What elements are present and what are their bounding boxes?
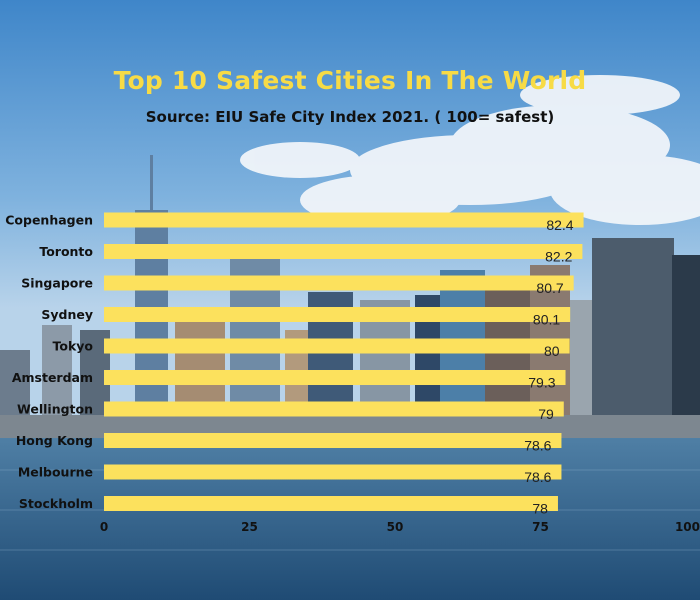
category-label: Singapore bbox=[21, 276, 93, 291]
bar-singapore bbox=[104, 275, 574, 291]
category-label: Wellington bbox=[17, 402, 93, 417]
chart-subtitle: Source: EIU Safe City Index 2021. ( 100=… bbox=[145, 108, 555, 126]
bar-wellington bbox=[104, 401, 564, 417]
bar-melbourne bbox=[104, 464, 562, 480]
x-tick-label: 0 bbox=[100, 520, 108, 534]
bar-amsterdam bbox=[104, 370, 566, 385]
category-label: Hong Kong bbox=[16, 433, 93, 448]
bar-sydney bbox=[104, 307, 571, 322]
x-tick-label: 50 bbox=[387, 520, 404, 534]
bar-tokyo bbox=[104, 338, 570, 354]
category-label: Tokyo bbox=[52, 339, 93, 354]
bar-hong-kong bbox=[104, 433, 562, 448]
bar-stockholm bbox=[104, 496, 558, 511]
x-tick-label: 100 bbox=[675, 520, 700, 534]
x-tick-label: 25 bbox=[241, 520, 258, 534]
bar-toronto bbox=[104, 244, 583, 259]
value-label: 82.2 bbox=[545, 249, 572, 265]
value-label: 82.4 bbox=[546, 217, 573, 233]
category-label: Sydney bbox=[41, 307, 93, 322]
value-label: 79.3 bbox=[528, 375, 555, 391]
value-label: 79 bbox=[538, 406, 554, 422]
value-label: 80 bbox=[544, 343, 560, 359]
value-label: 80.1 bbox=[533, 312, 560, 328]
value-label: 78.6 bbox=[524, 469, 551, 485]
bar-copenhagen bbox=[104, 212, 584, 228]
value-label: 78.6 bbox=[524, 438, 551, 454]
category-label: Stockholm bbox=[19, 496, 93, 511]
value-label: 78 bbox=[532, 501, 548, 517]
category-label: Melbourne bbox=[18, 465, 93, 480]
x-tick-label: 75 bbox=[532, 520, 549, 534]
category-label: Copenhagen bbox=[5, 213, 93, 228]
category-label: Toronto bbox=[39, 244, 93, 259]
chart-title: Top 10 Safest Cities In The World bbox=[113, 66, 587, 95]
value-label: 80.7 bbox=[536, 280, 563, 296]
category-label: Amsterdam bbox=[12, 370, 93, 385]
